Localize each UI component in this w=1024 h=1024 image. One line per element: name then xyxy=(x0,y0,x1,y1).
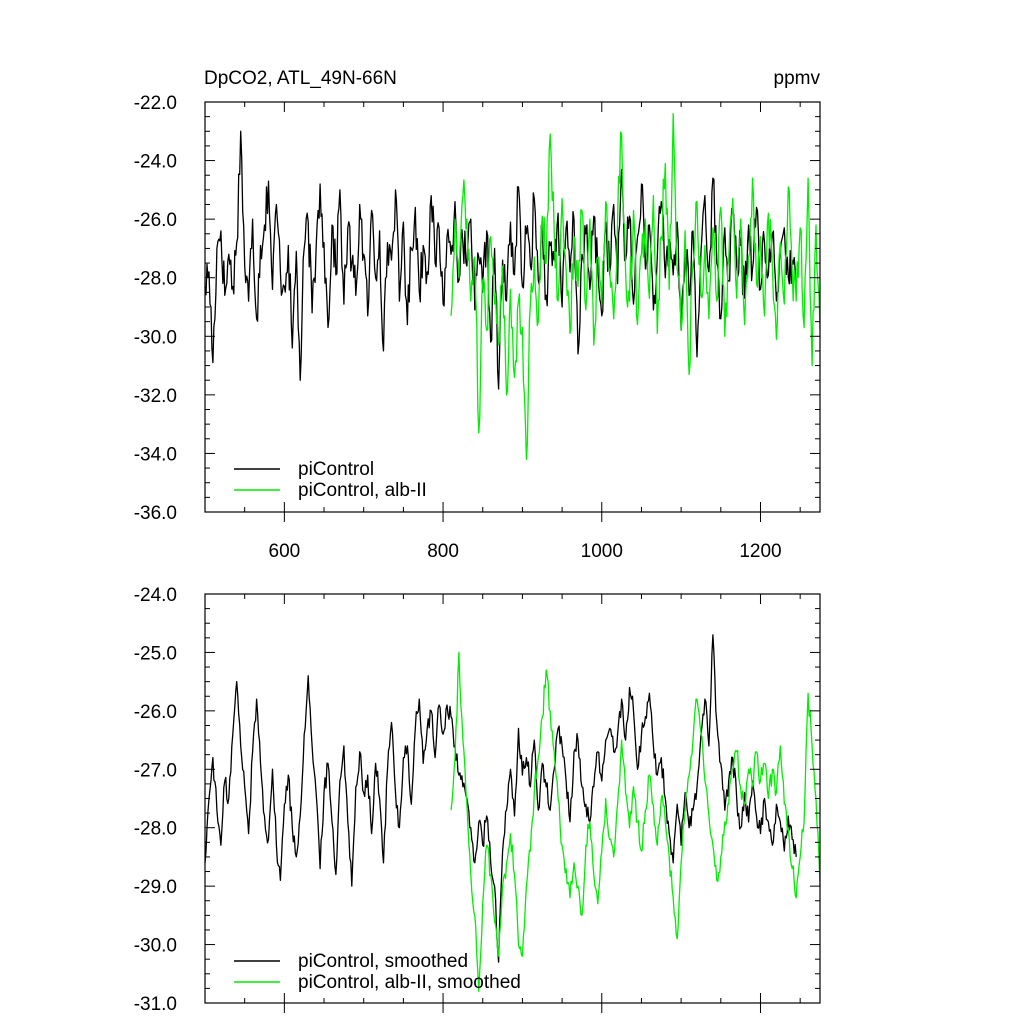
y-tick-label: -24.0 xyxy=(134,152,177,173)
series-line-picontrol xyxy=(204,130,797,390)
legend-label: piControl xyxy=(298,459,374,480)
chart-title: DpCO2, ATL_49N-66N xyxy=(204,68,397,89)
legend-label: piControl, smoothed xyxy=(298,951,468,972)
y-tick-label: -22.0 xyxy=(134,93,177,114)
y-tick-label: -34.0 xyxy=(134,444,177,465)
y-tick-label: -31.0 xyxy=(134,994,177,1015)
y-tick-label: -30.0 xyxy=(134,936,177,957)
y-tick-label: -24.0 xyxy=(134,585,177,606)
x-tick-label: 800 xyxy=(427,541,459,562)
series-line-picontrol-smoothed xyxy=(204,634,797,963)
legend-label: piControl, alb-II, smoothed xyxy=(298,972,521,993)
bottom-panel: -24.0 -25.0 -26.0 -27.0 -28.0 -29.0 -30.0 -31.0… xyxy=(134,585,821,1015)
y-tick-label: -28.0 xyxy=(134,819,177,840)
y-tick-label: -32.0 xyxy=(134,386,177,407)
y-tick-label: -29.0 xyxy=(134,877,177,898)
x-tick-label: 1000 xyxy=(581,541,623,562)
x-tick-label: 1200 xyxy=(739,541,781,562)
x-tick-label: 600 xyxy=(269,541,301,562)
y-tick-label: -30.0 xyxy=(134,327,177,348)
y-tick-label: -25.0 xyxy=(134,643,177,664)
y-tick-label: -28.0 xyxy=(134,269,177,290)
series-line-alb-ii-smoothed xyxy=(450,651,821,992)
y-tick-label: -26.0 xyxy=(134,702,177,723)
legend-label: piControl, alb-II xyxy=(298,480,427,501)
top-panel: -22.0 -24.0 -26.0 -28.0 -30.0 -32.0 -34.0 -36.0… xyxy=(134,93,821,562)
series-line-alb-ii xyxy=(450,113,821,460)
y-tick-label: -26.0 xyxy=(134,210,177,231)
units-label: ppmv xyxy=(774,68,821,89)
y-tick-label: -27.0 xyxy=(134,760,177,781)
y-tick-label: -36.0 xyxy=(134,503,177,524)
